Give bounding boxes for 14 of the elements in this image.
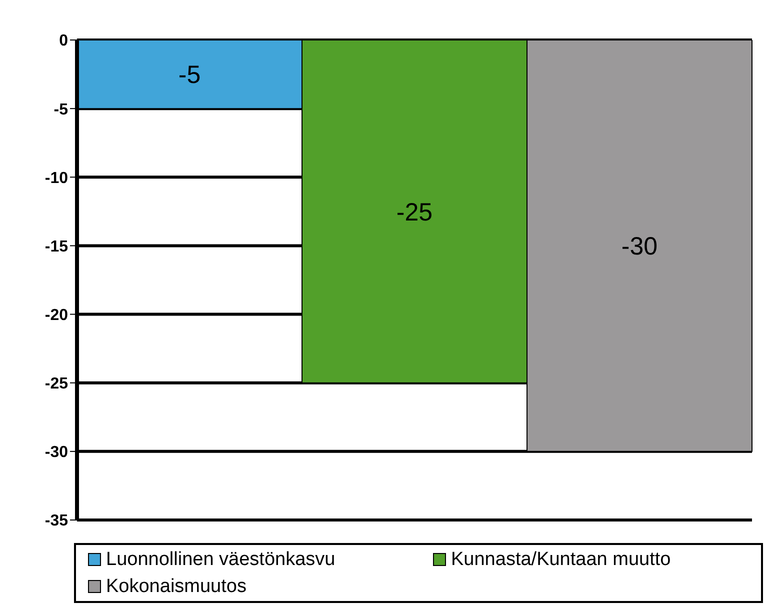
y-tick-label: -15	[44, 238, 68, 256]
legend-label: Luonnollinen väestönkasvu	[106, 548, 336, 570]
y-tick-label: 0	[59, 32, 68, 50]
legend-label: Kokonaismuutos	[106, 576, 246, 598]
legend-label: Kunnasta/Kuntaan muutto	[451, 548, 671, 570]
y-tick-label: -35	[44, 512, 68, 530]
y-tick-label: -25	[44, 376, 68, 393]
data-label: -5	[178, 61, 201, 90]
y-tick-label: -10	[44, 170, 68, 187]
data-label: -30	[621, 232, 658, 261]
y-tick-label: -5	[54, 101, 68, 118]
y-tick-label: -30	[44, 444, 68, 462]
y-tick-label: -20	[44, 306, 68, 324]
data-label: -25	[396, 198, 433, 226]
